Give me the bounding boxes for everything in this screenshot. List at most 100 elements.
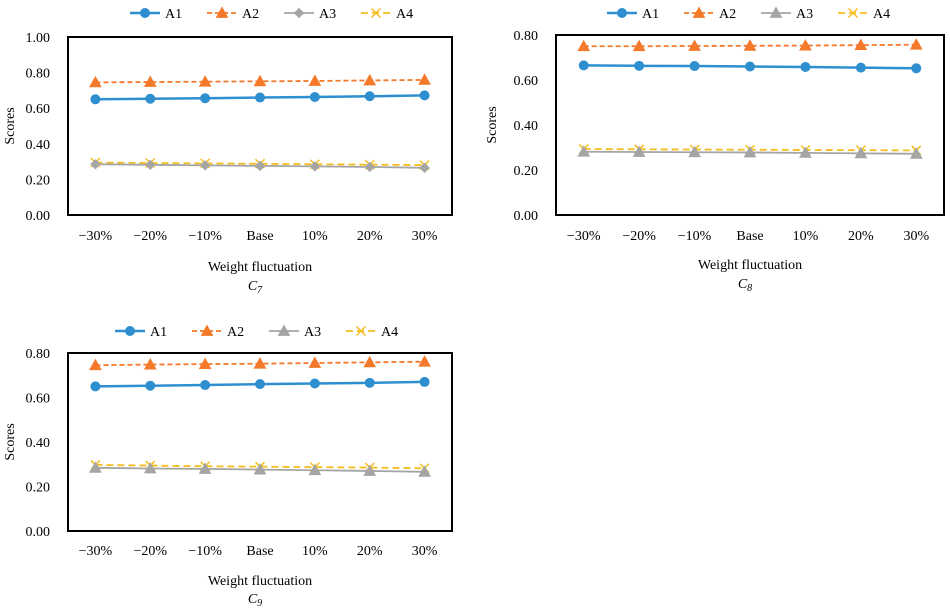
data-point-a3 [419, 162, 430, 174]
data-point-a2 [308, 74, 322, 86]
y-tick-label: 0.00 [26, 525, 51, 540]
data-point-a3 [198, 462, 212, 474]
legend-marker-a2 [200, 324, 214, 336]
chart-c9: 0.00 0.20 0.40 0.60 0.80 −30% −20% −10% Base 10% 2… [3, 324, 453, 608]
data-point-a2 [688, 39, 701, 51]
data-point-a1 [200, 380, 211, 391]
x-tick-label: −20% [134, 229, 168, 244]
data-point-a2 [743, 39, 757, 51]
series-a2 [89, 355, 431, 371]
y-tick-label: 0.00 [26, 209, 51, 224]
legend-item-a2: A2 [192, 324, 244, 340]
data-point-a3 [89, 461, 102, 473]
legend-label: A1 [642, 7, 659, 22]
y-tick-label: 0.00 [514, 209, 539, 224]
data-point-a3 [799, 146, 812, 158]
data-point-a1 [689, 61, 700, 72]
x-tick-label: −10% [188, 544, 222, 559]
data-point-a2 [143, 75, 157, 87]
data-point-a3 [854, 146, 868, 159]
legend-label: A4 [381, 325, 398, 340]
data-point-a2 [909, 38, 923, 50]
y-tick-label: 0.60 [26, 102, 51, 117]
series-a3 [577, 145, 923, 159]
y-tick-label: 0.20 [26, 481, 51, 496]
series-a1 [578, 60, 922, 74]
series-a3 [90, 159, 430, 174]
data-point-a2 [418, 355, 431, 367]
data-point-a1 [911, 63, 922, 74]
x-axis-title: Weight fluctuation [698, 258, 802, 273]
data-point-a2 [89, 75, 102, 88]
data-point-a2 [198, 357, 212, 370]
legend-label: A2 [227, 325, 244, 340]
data-point-a1 [145, 93, 156, 104]
data-point-a3 [577, 145, 591, 157]
data-point-a1 [309, 378, 320, 389]
series-a2 [89, 73, 431, 88]
y-axis-title: Scores [3, 423, 18, 460]
data-point-a3 [743, 145, 757, 158]
y-tick-label: 0.80 [514, 29, 539, 44]
y-tick-label: 0.80 [26, 67, 51, 82]
data-point-a3 [143, 461, 157, 474]
x-tick-label: −20% [134, 544, 168, 559]
legend-marker-a2 [215, 6, 229, 18]
chart-caption: C7 [248, 279, 263, 296]
chart-c7: 0.00 0.20 0.40 0.60 0.80 1.00 −30% −20% −10% Base… [3, 6, 453, 296]
legend-item-a3: A3 [269, 324, 321, 340]
legend-marker-a1 [140, 8, 150, 18]
series-a1 [90, 90, 430, 105]
legend-label: A3 [319, 7, 336, 22]
data-point-a1 [90, 381, 101, 392]
legend-label: A3 [796, 7, 813, 22]
data-point-a1 [145, 380, 156, 391]
y-tick-label: 0.60 [514, 74, 539, 89]
x-tick-label: Base [246, 229, 273, 244]
legend-label: A1 [150, 325, 167, 340]
x-tick-label: Base [246, 544, 273, 559]
legend-marker-a4 [847, 7, 859, 19]
x-tick-label: 20% [848, 229, 874, 244]
legend-item-a4: A4 [361, 7, 413, 22]
data-point-a2 [799, 39, 812, 51]
data-point-a3 [199, 160, 211, 171]
legend-marker-a3 [769, 6, 783, 18]
legend-item-a3: A3 [284, 7, 336, 22]
legend-item-a3: A3 [761, 6, 813, 22]
x-tick-label: 30% [903, 229, 929, 244]
x-tick-label: 20% [357, 229, 383, 244]
legend-item-a1: A1 [130, 7, 182, 22]
data-point-a2 [198, 75, 212, 87]
legend-label: A2 [719, 7, 736, 22]
data-point-a2 [253, 74, 267, 87]
data-point-a2 [308, 356, 322, 368]
legend-label: A4 [873, 7, 890, 22]
y-axis-title: Scores [485, 106, 500, 143]
legend-marker-a3 [277, 324, 291, 336]
x-tick-label: Base [736, 229, 763, 244]
data-point-a2 [363, 355, 377, 368]
legend-label: A4 [396, 7, 413, 22]
data-point-a3 [145, 159, 156, 171]
legend-marker-a1 [125, 326, 135, 336]
data-point-a2 [418, 73, 431, 85]
data-point-a3 [909, 147, 923, 159]
legend-marker-a3 [293, 7, 305, 19]
data-point-a1 [90, 94, 101, 105]
x-tick-label: 30% [412, 544, 438, 559]
data-point-a2 [632, 39, 646, 52]
data-point-a1 [634, 60, 645, 71]
x-tick-label: −20% [622, 229, 656, 244]
legend-label: A3 [304, 325, 321, 340]
x-tick-label: 30% [412, 229, 438, 244]
data-point-a2 [854, 38, 868, 51]
legend-marker-a4 [355, 325, 367, 337]
plot-frame [555, 34, 945, 216]
data-point-a3 [364, 161, 375, 173]
y-tick-label: 0.60 [26, 392, 51, 407]
series-a2 [577, 38, 923, 52]
y-tick-label: 0.20 [514, 164, 539, 179]
data-point-a3 [632, 145, 646, 157]
